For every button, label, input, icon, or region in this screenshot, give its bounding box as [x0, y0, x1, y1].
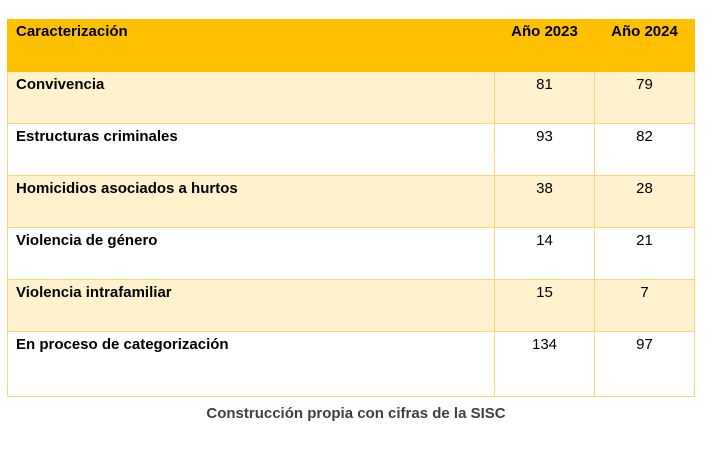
- value-2023: 81: [494, 71, 595, 124]
- table-caption: Construcción propia con cifras de la SIS…: [206, 405, 506, 422]
- value-2023: 93: [494, 123, 595, 176]
- value-2024: 7: [594, 279, 695, 332]
- row-label: Convivencia: [7, 71, 495, 124]
- row-label: Estructuras criminales: [7, 123, 495, 176]
- row-label: Homicidios asociados a hurtos: [7, 175, 495, 228]
- header-year-2024: Año 2024: [594, 19, 695, 72]
- caracterizacion-table: Caracterización Año 2023 Año 2024 Conviv…: [7, 19, 695, 397]
- table-row: Homicidios asociados a hurtos 38 28: [7, 175, 695, 228]
- value-2023: 134: [494, 331, 595, 397]
- value-2024: 28: [594, 175, 695, 228]
- value-2024: 82: [594, 123, 695, 176]
- value-2024: 97: [594, 331, 695, 397]
- header-caracterizacion: Caracterización: [7, 19, 495, 72]
- value-2023: 14: [494, 227, 595, 280]
- table-row: En proceso de categorización 134 97: [7, 331, 695, 397]
- table-row: Violencia intrafamiliar 15 7: [7, 279, 695, 332]
- row-label: Violencia de género: [7, 227, 495, 280]
- header-row: Caracterización Año 2023 Año 2024: [7, 19, 695, 72]
- value-2023: 38: [494, 175, 595, 228]
- row-label: En proceso de categorización: [7, 331, 495, 397]
- value-2024: 21: [594, 227, 695, 280]
- table-row: Violencia de género 14 21: [7, 227, 695, 280]
- value-2024: 79: [594, 71, 695, 124]
- table-row: Convivencia 81 79: [7, 71, 695, 124]
- header-year-2023: Año 2023: [494, 19, 595, 72]
- value-2023: 15: [494, 279, 595, 332]
- table-row: Estructuras criminales 93 82: [7, 123, 695, 176]
- row-label: Violencia intrafamiliar: [7, 279, 495, 332]
